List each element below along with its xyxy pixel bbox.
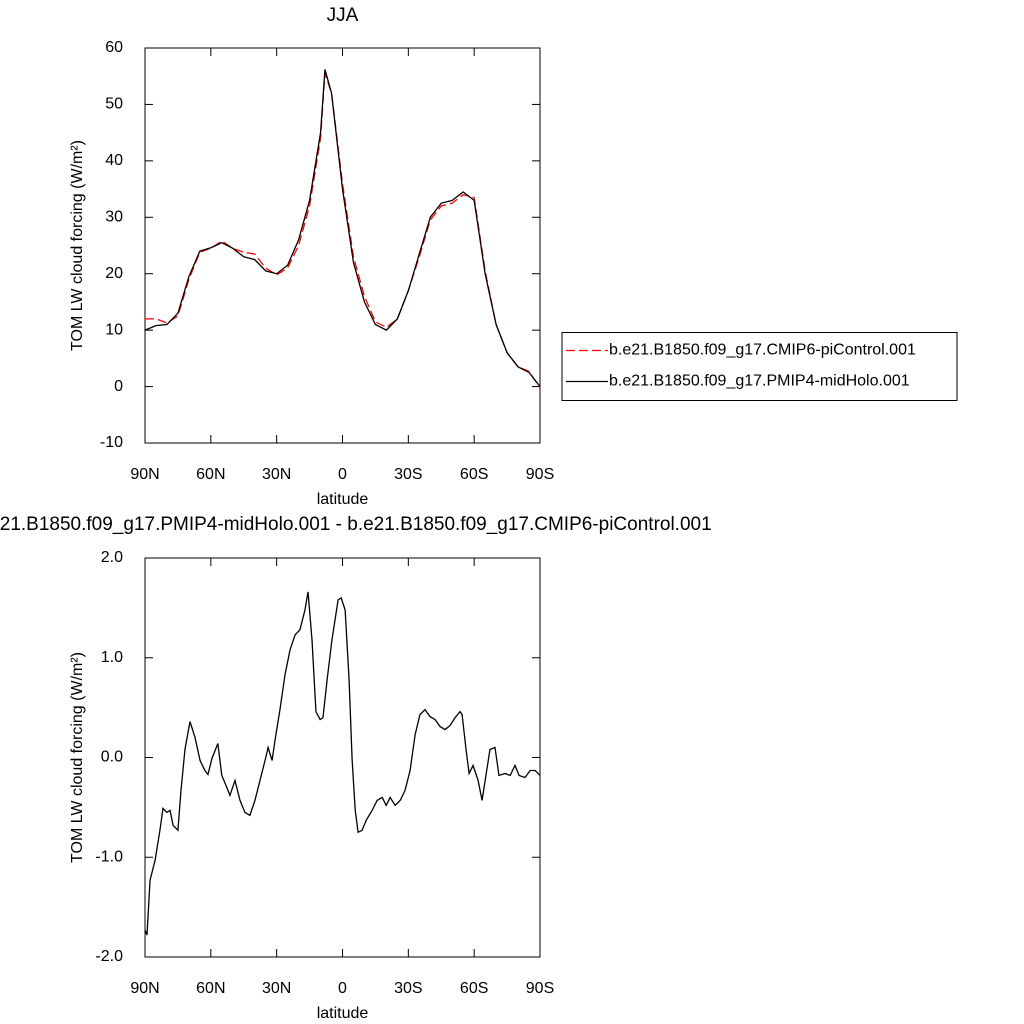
x-tick-label: 30N (262, 466, 291, 483)
y-tick-label: -10 (100, 434, 123, 451)
y-tick-label: 2.0 (101, 549, 123, 566)
x-axis-label: latitude (317, 491, 369, 508)
y-tick-label: -1.0 (95, 848, 123, 865)
x-tick-label: 60N (196, 980, 225, 997)
legend-label: b.e21.B1850.f09_g17.PMIP4-midHolo.001 (609, 373, 910, 390)
y-tick-label: 10 (105, 321, 123, 338)
x-axis-label: latitude (317, 1005, 369, 1022)
x-tick-label: 90S (526, 466, 554, 483)
chart-title: JJA (327, 5, 359, 26)
chart-title: b.e21.B1850.f09_g17.PMIP4-midHolo.001 - … (0, 514, 712, 535)
y-tick-label: 0.0 (101, 749, 123, 766)
y-tick-label: 30 (105, 209, 123, 226)
legend-label: b.e21.B1850.f09_g17.CMIP6-piControl.001 (609, 342, 916, 359)
y-tick-label: 0 (114, 378, 123, 395)
data-line (144, 591, 541, 936)
x-tick-label: 90N (130, 466, 159, 483)
x-tick-label: 60S (460, 466, 488, 483)
x-tick-label: 30N (262, 980, 291, 997)
x-tick-label: 30S (394, 980, 422, 997)
x-tick-label: 60N (196, 466, 225, 483)
x-tick-label: 60S (460, 980, 488, 997)
y-tick-label: 20 (105, 265, 123, 282)
y-tick-label: 40 (105, 152, 123, 169)
y-tick-label: -2.0 (95, 948, 123, 965)
y-tick-label: 1.0 (101, 649, 123, 666)
y-axis-label: TOM LW cloud forcing (W/m²) (69, 652, 86, 863)
plot-frame (144, 557, 541, 958)
y-tick-label: 50 (105, 96, 123, 113)
x-tick-label: 90S (526, 980, 554, 997)
x-tick-label: 0 (338, 980, 347, 997)
data-line (144, 69, 541, 387)
x-tick-label: 90N (130, 980, 159, 997)
y-tick-label: 60 (105, 39, 123, 56)
y-axis-label: TOM LW cloud forcing (W/m²) (69, 140, 86, 351)
data-line (145, 73, 541, 389)
legend-box (561, 332, 958, 401)
x-tick-label: 30S (394, 466, 422, 483)
x-tick-label: 0 (338, 466, 347, 483)
